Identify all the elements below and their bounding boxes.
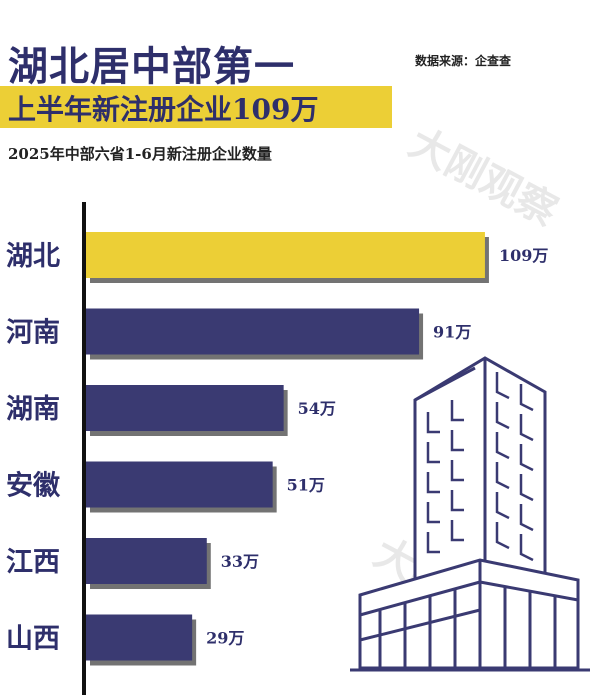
- data-source-note: 数据来源：企查查: [415, 54, 512, 68]
- bar-0: [86, 232, 485, 278]
- category-label: 安徽: [6, 471, 61, 502]
- headline-banner: [0, 86, 392, 128]
- value-label: 33万: [221, 552, 259, 571]
- value-label: 91万: [433, 323, 471, 342]
- chart-subtitle: 2025年中部六省1-6月新注册企业数量: [8, 145, 272, 163]
- value-label: 54万: [298, 399, 336, 418]
- bar-2: [86, 385, 284, 431]
- category-label: 山西: [6, 624, 60, 655]
- category-label: 江西: [6, 547, 60, 578]
- category-label: 河南: [6, 318, 60, 349]
- value-label: 109万: [499, 246, 548, 265]
- bar-1: [86, 308, 420, 355]
- bar-5: [86, 614, 193, 661]
- office-building-icon: [350, 356, 590, 672]
- page-title: 湖北居中部第一: [8, 43, 295, 90]
- category-label: 湖北: [6, 241, 60, 272]
- bar-3: [86, 461, 273, 508]
- value-label: 29万: [206, 629, 244, 648]
- headline-text: 上半年新注册企业109万: [8, 93, 319, 126]
- bar-4: [86, 538, 207, 584]
- value-label: 51万: [287, 476, 325, 495]
- category-label: 湖南: [6, 394, 60, 425]
